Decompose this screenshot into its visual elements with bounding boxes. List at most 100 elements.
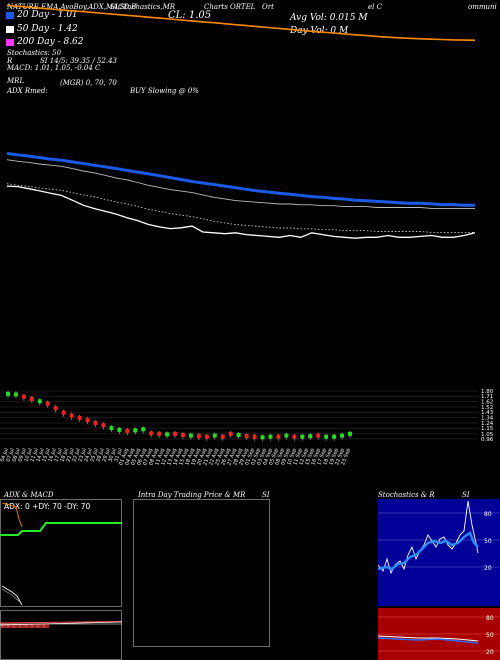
candle	[157, 431, 162, 436]
candle	[117, 427, 122, 432]
date-tick-label: 25 Jul	[89, 448, 99, 463]
date-tick-label: 22 Jul	[71, 448, 81, 463]
date-tick-label: 11 Jul	[29, 448, 39, 463]
date-tick-label: 29 Aug	[238, 448, 250, 467]
price-candle-chart: 1.801.711.621.521.431.341.241.151.050.96…	[0, 389, 494, 467]
candle	[276, 434, 281, 439]
candle	[165, 432, 170, 437]
intraday-si-label: SI	[262, 491, 270, 499]
date-tick-label: 17 Sep	[316, 448, 328, 466]
candle	[308, 434, 313, 439]
candle	[228, 431, 233, 436]
macd-hist-bar	[25, 624, 26, 628]
macd-hist-bar	[8, 624, 9, 628]
intraday-panel-frame	[133, 499, 270, 647]
date-tick-label: 09 Sep	[280, 448, 292, 466]
price-tick-label: 1.34	[481, 415, 494, 421]
candle	[69, 413, 74, 418]
price-tick-label: 1.15	[481, 426, 494, 432]
macd-hist-bar	[32, 624, 33, 628]
candle	[220, 434, 225, 439]
stoch-si-label: SI	[462, 491, 470, 499]
date-tick-label: 19 Sep	[328, 448, 340, 466]
date-tick-label: 29 Jul	[101, 448, 111, 463]
adx-panel-frame	[0, 499, 122, 607]
date-tick-label: 03 Sep	[256, 448, 268, 466]
candle	[61, 410, 66, 415]
candle	[37, 399, 42, 404]
date-tick-label: 13 Aug	[166, 448, 178, 467]
date-tick-label: 05 Aug	[130, 448, 142, 467]
price-tick-label: 1.80	[481, 389, 494, 395]
si-axis-80: 80	[486, 615, 494, 622]
price-tick-label: 1.05	[481, 432, 494, 438]
date-tick-label: 18 Jul	[59, 448, 69, 463]
date-tick-label: 12 Sep	[298, 448, 310, 466]
adx-green-line	[0, 522, 122, 536]
date-tick-label: 05 Sep	[268, 448, 280, 466]
candle	[141, 427, 146, 432]
stoch-background	[378, 499, 500, 606]
adx-values: ADX: 0 +DY: 70 -DY: 70	[4, 502, 91, 511]
close-label: CL: 1.05	[168, 10, 212, 21]
macd-values: MACD: 1.01, 1.05, -0.04 C	[7, 64, 101, 72]
candle	[93, 421, 98, 425]
upper-band-line	[6, 159, 475, 209]
charts-label: Charts ORTEL	[204, 3, 256, 11]
macd-line	[0, 621, 122, 624]
macd-hist-bar	[22, 624, 24, 628]
stoch-d-line	[378, 531, 479, 571]
price-tick-label: 1.62	[481, 399, 493, 405]
date-tick-label: 30 Jul	[107, 448, 117, 463]
date-tick-label: 22 Aug	[208, 448, 220, 467]
candles	[6, 390, 352, 442]
macd-hist-bar	[45, 624, 47, 628]
candle	[340, 433, 345, 438]
date-tick-label: 14 Aug	[172, 448, 184, 467]
macd-hist-bar	[13, 624, 14, 628]
date-tick-label: 28 Aug	[232, 448, 244, 467]
macd-hist-bar	[44, 624, 45, 628]
date-tick-label: 15 Aug	[178, 448, 190, 467]
macd-hist-bar	[23, 624, 25, 628]
date-tick-label: 16 Jul	[47, 448, 57, 463]
macd-panel-frame	[0, 610, 122, 660]
date-tick-label: 26 Aug	[220, 448, 232, 467]
date-tick-label: 04 Sep	[262, 448, 274, 466]
company-part-a: Ort	[262, 3, 274, 11]
day-volume: Day Vol: 0 M	[290, 26, 349, 36]
date-tick-label: 06 Aug	[136, 448, 148, 467]
adx-white-line	[1, 585, 23, 606]
intraday-panel-title: Intra Day Trading Price & MR	[138, 491, 246, 499]
legend-ma200: 200 Day - 8.62	[6, 37, 84, 47]
si-white-line	[378, 635, 479, 642]
macd-hist-bar	[7, 624, 8, 628]
si-blue-line	[378, 637, 479, 644]
macd-hist-bar	[39, 624, 41, 628]
date-tick-label: 12 Aug	[160, 448, 172, 467]
candle	[196, 434, 201, 439]
stoch-title: Stochastics: 50	[7, 49, 62, 57]
macd-hist-bar	[28, 624, 30, 628]
candle	[284, 433, 289, 438]
date-tick-label: 18 Sep	[322, 448, 334, 466]
price-line	[6, 185, 476, 239]
candle	[101, 423, 106, 428]
adx-orange-line	[1, 502, 23, 528]
date-tick-label: 15 Sep	[304, 448, 316, 466]
macd-hist-bar	[1, 624, 2, 628]
date-tick-label: 21 Jul	[65, 448, 75, 463]
macd-hist-bar	[37, 624, 38, 628]
date-tick-label: 23 Sep	[340, 448, 352, 466]
candle	[260, 435, 265, 440]
stoch-panel-title: Stochastics & R	[378, 491, 435, 499]
ma50-line	[6, 152, 475, 207]
mrl-label: MRL	[7, 77, 25, 85]
price-tick-label: 1.24	[481, 421, 494, 427]
candle	[109, 426, 114, 431]
date-tick-label: 04 Jul	[0, 448, 10, 463]
date-tick-label: 07 Aug	[142, 448, 154, 467]
adx-panel: ADX: 0 +DY: 70 -DY: 70	[0, 499, 122, 607]
ma200-line	[6, 4, 476, 41]
